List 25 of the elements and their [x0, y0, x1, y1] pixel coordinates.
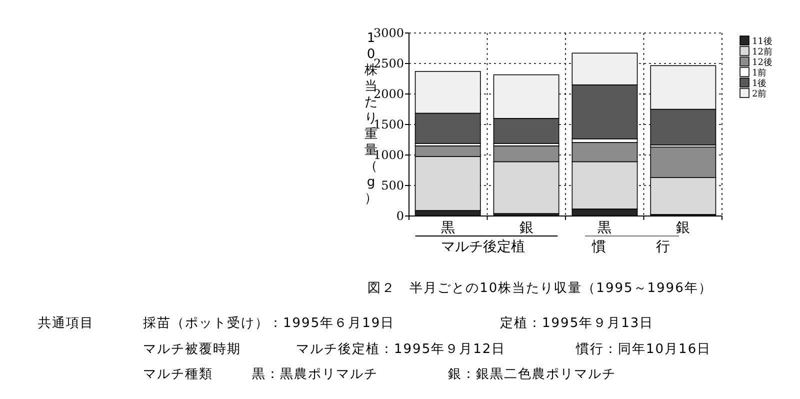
- text: 定植：1995年９月13日: [500, 316, 654, 331]
- y-tick-label: 500: [381, 178, 404, 193]
- legend-label: 1前: [752, 68, 767, 79]
- text: 慣行：同年10月16日: [575, 342, 712, 357]
- text: マルチ種類: [143, 367, 213, 382]
- legend-label: 2前: [752, 88, 767, 100]
- text: 慣行: [591, 239, 720, 255]
- text: 銀：銀黒二色農ポリマルチ: [448, 367, 616, 382]
- x-tick-label: 黒: [598, 220, 612, 236]
- x-tick-label: 銀: [519, 220, 534, 236]
- y-tick-label: 3000: [373, 26, 404, 40]
- y-tick-label: 0: [396, 209, 404, 224]
- x-tick-label: 銀: [676, 220, 690, 236]
- text: マルチ後定植: [441, 239, 525, 255]
- legend-label: 12後: [752, 57, 772, 68]
- text: マルチ被覆時期: [143, 342, 241, 357]
- text: 図２ 半月ごとの10株当たり収量（1995～1996年）: [368, 281, 712, 296]
- x-tick-label: 黒: [440, 220, 455, 236]
- text: マルチ後定植：1995年９月12日: [296, 342, 506, 357]
- text: 黒：黒農ポリマルチ: [252, 367, 378, 382]
- legend-label: 12前: [752, 46, 772, 58]
- text: 共通項目: [38, 316, 94, 331]
- text: 採苗（ポット受け）：1995年６月19日: [143, 316, 395, 331]
- legend-label: 1後: [752, 78, 767, 90]
- legend-label: 11後: [752, 36, 772, 48]
